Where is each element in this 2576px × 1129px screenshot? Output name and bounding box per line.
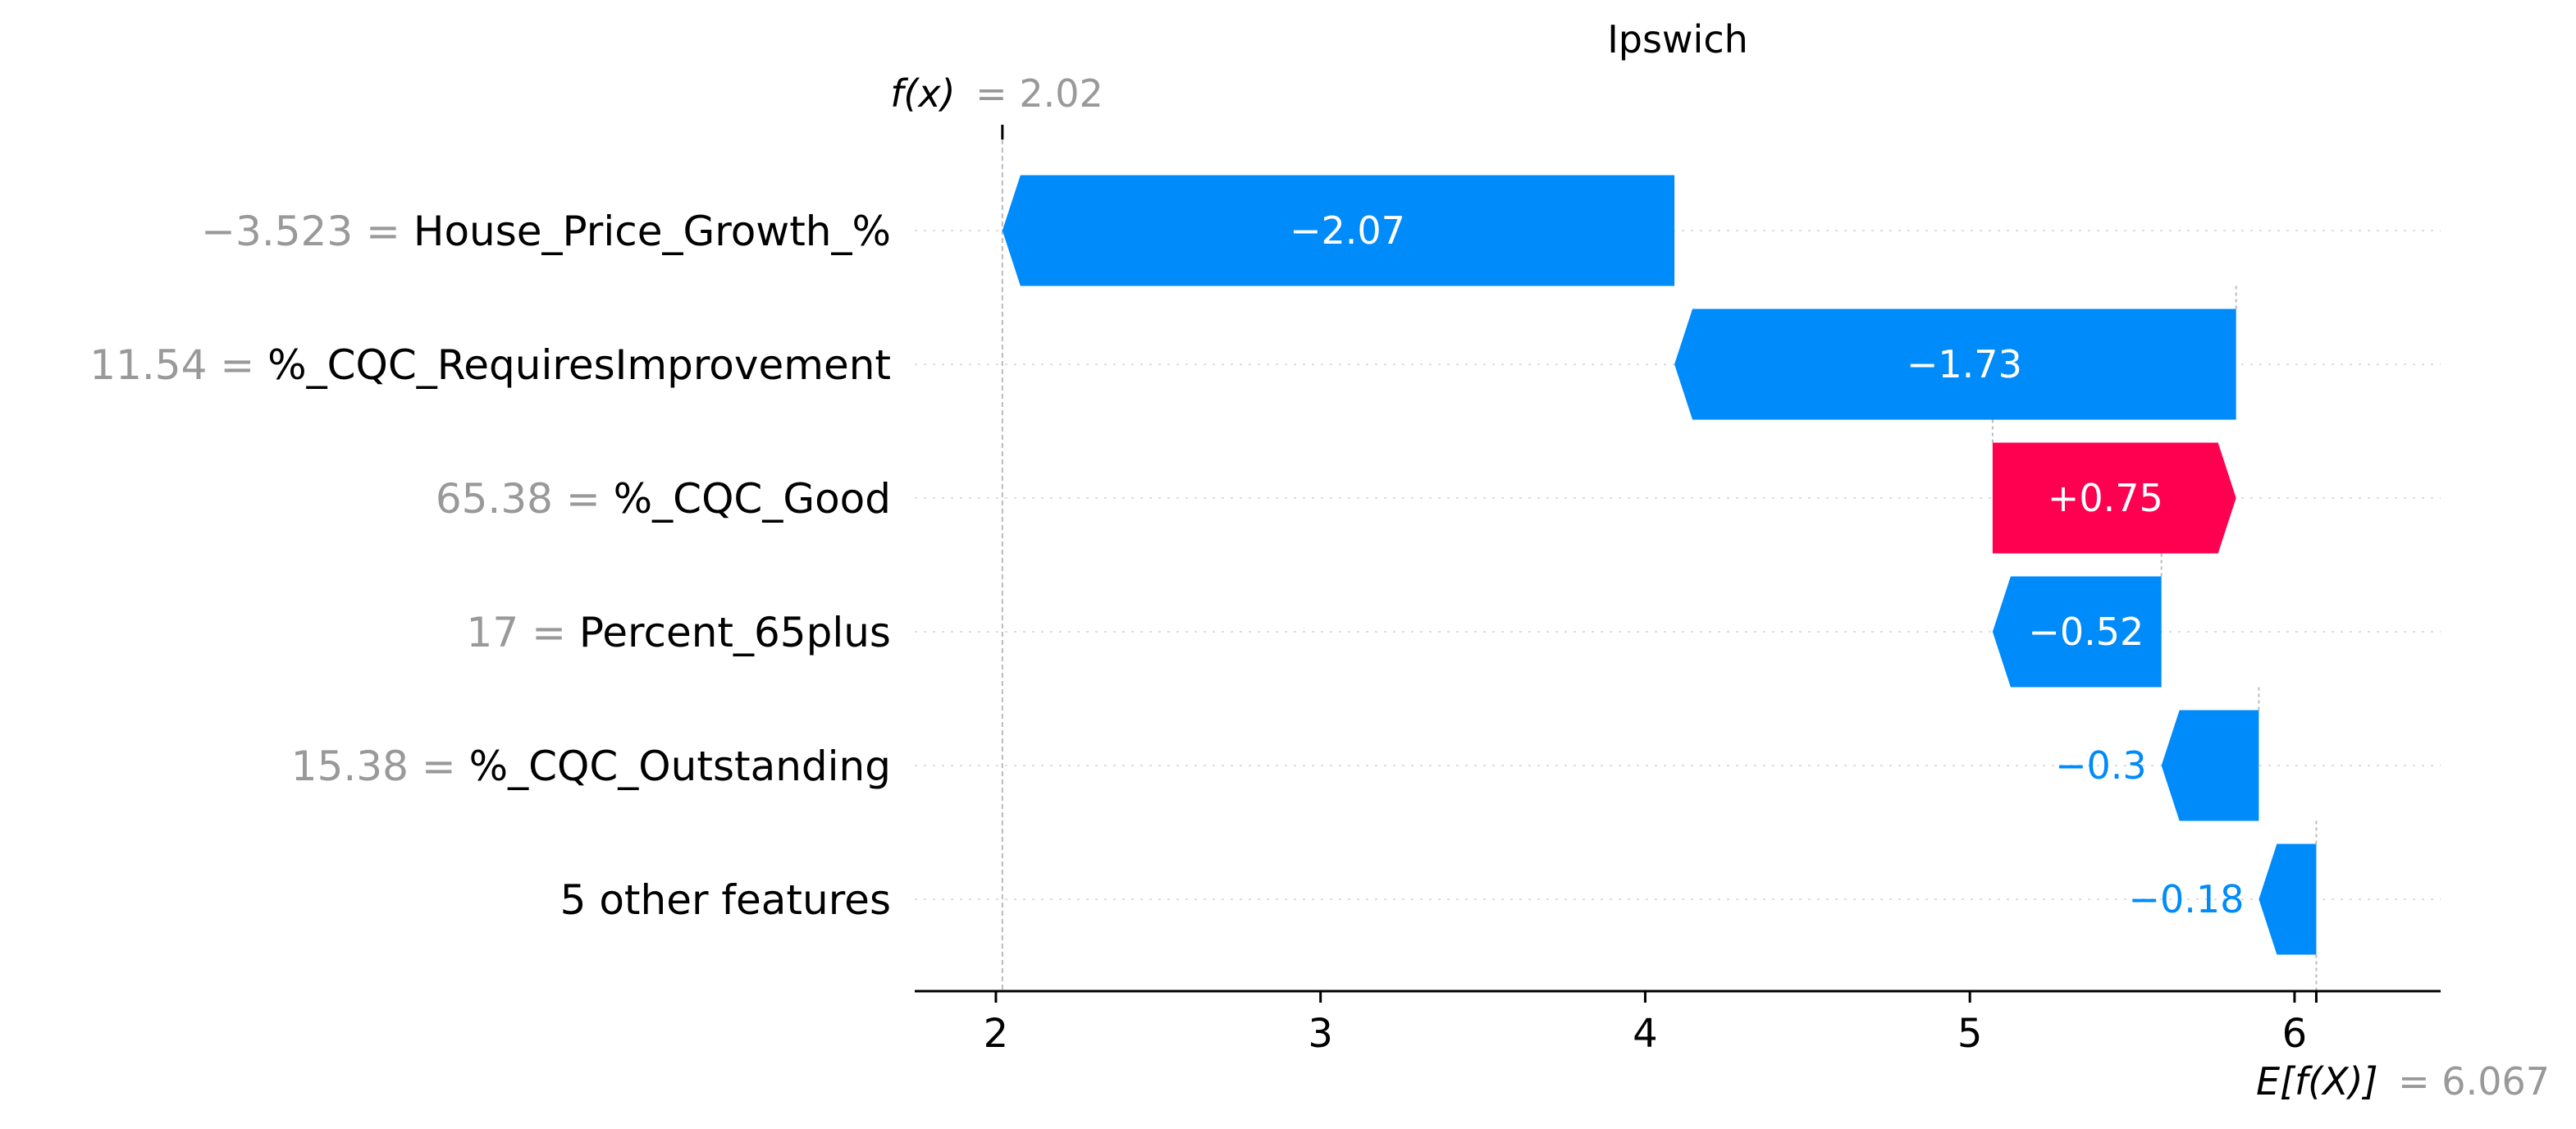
feature-value: −3.523 = bbox=[201, 208, 413, 255]
feature-label: −3.523 = House_Price_Growth_% bbox=[201, 208, 891, 255]
feature-name: %_CQC_RequiresImprovement bbox=[267, 341, 891, 389]
feature-value: 17 = bbox=[467, 609, 579, 656]
bar-value-label: −2.07 bbox=[1290, 208, 1405, 253]
x-tick-label: 2 bbox=[984, 1011, 1009, 1057]
feature-value: 11.54 = bbox=[89, 341, 267, 389]
bar-value-label: −0.18 bbox=[2128, 877, 2244, 921]
waterfall-bar bbox=[2161, 710, 2259, 821]
feature-name: House_Price_Growth_% bbox=[413, 208, 891, 255]
bar-value-label: +0.75 bbox=[2048, 476, 2163, 520]
feature-label: 11.54 = %_CQC_RequiresImprovement bbox=[89, 341, 891, 389]
waterfall-bar bbox=[1992, 576, 2162, 688]
bar-value-label: −1.73 bbox=[1907, 342, 2022, 386]
feature-label: 5 other features bbox=[560, 876, 891, 924]
bars bbox=[1002, 175, 2317, 955]
bar-value-label: −0.52 bbox=[2028, 610, 2144, 654]
fx-label: f(x) bbox=[890, 71, 955, 116]
expected-annotation: E[f(X)] = 6.067 bbox=[2256, 1059, 2550, 1104]
fx-value: = 2.02 bbox=[975, 71, 1103, 116]
feature-name: %_CQC_Good bbox=[614, 475, 891, 523]
waterfall-bar bbox=[1674, 309, 2236, 420]
waterfall-bar bbox=[1002, 175, 1675, 286]
feature-value: 15.38 = bbox=[291, 743, 469, 790]
x-tick-label: 5 bbox=[1957, 1011, 1983, 1057]
feature-name: 5 other features bbox=[560, 876, 891, 924]
x-tick-label: 6 bbox=[2282, 1011, 2308, 1057]
feature-label: 17 = Percent_65plus bbox=[467, 609, 891, 656]
waterfall-bar bbox=[2259, 843, 2317, 955]
bar-value-label: −0.3 bbox=[2055, 743, 2147, 788]
fx-annotation: f(x) = 2.02 bbox=[890, 71, 1103, 116]
waterfall-bar bbox=[1992, 442, 2236, 554]
feature-name: Percent_65plus bbox=[579, 609, 891, 656]
feature-label: 65.38 = %_CQC_Good bbox=[436, 475, 891, 523]
feature-labels: −2.07 −3.523 = House_Price_Growth_% −1.73 1… bbox=[89, 208, 2244, 924]
expected-value: = 6.067 bbox=[2398, 1059, 2550, 1104]
feature-name: %_CQC_Outstanding bbox=[469, 743, 891, 790]
x-tick-label: 3 bbox=[1308, 1011, 1333, 1057]
bar-connectors bbox=[1001, 125, 2318, 991]
svg-text:f(x) = 2.02: f(x) = 2.02 bbox=[890, 71, 1103, 116]
x-axis: 2 3 4 5 6 bbox=[915, 990, 2441, 1057]
chart-title: Ipswich bbox=[1607, 17, 1748, 62]
x-tick-label: 4 bbox=[1633, 1011, 1658, 1057]
feature-value: 65.38 = bbox=[436, 475, 614, 523]
feature-label: 15.38 = %_CQC_Outstanding bbox=[291, 743, 891, 790]
svg-text:E[f(X)] = 6.067: E[f(X)] = 6.067 bbox=[2256, 1059, 2550, 1104]
expected-label: E[f(X)] bbox=[2256, 1059, 2378, 1104]
